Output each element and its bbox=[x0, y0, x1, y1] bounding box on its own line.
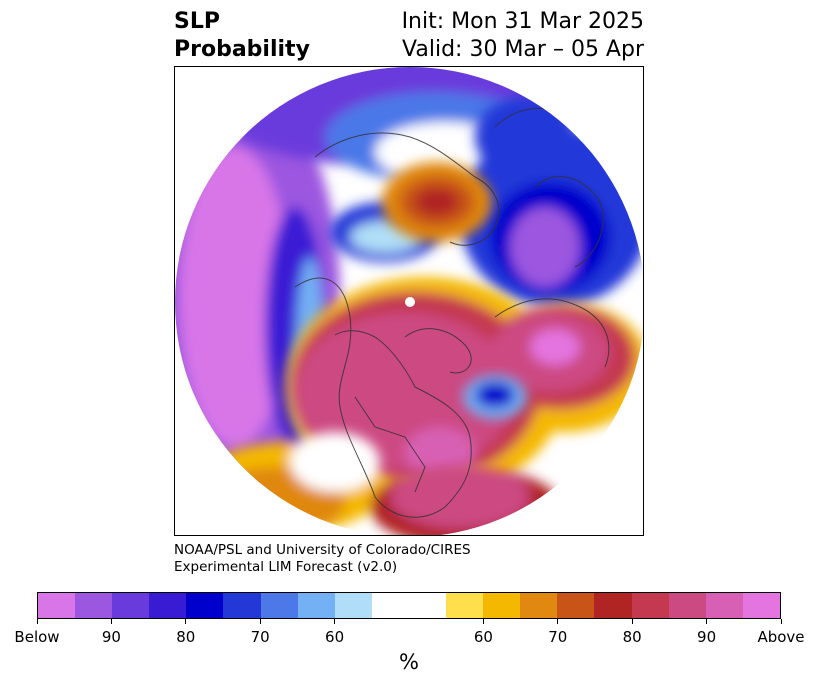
colorbar-tick-mark bbox=[259, 619, 261, 624]
colorbar-tick-mark bbox=[110, 619, 112, 624]
atlantic-below-pocket bbox=[463, 375, 527, 419]
colorbar bbox=[37, 592, 781, 619]
colorbar-swatch bbox=[186, 593, 224, 618]
colorbar-swatch bbox=[742, 593, 780, 618]
arctic-above-center bbox=[382, 162, 492, 242]
credit-line-2: Experimental LIM Forecast (v2.0) bbox=[174, 559, 398, 575]
colorbar-swatch bbox=[594, 593, 632, 618]
colorbar-tick-label: Below bbox=[14, 628, 60, 646]
valid-range: Valid: 30 Mar – 05 Apr bbox=[402, 37, 644, 62]
colorbar-tick-mark bbox=[631, 619, 633, 624]
colorbar-tick-label: 90 bbox=[101, 628, 121, 646]
colorbar-tick-label: 90 bbox=[697, 628, 717, 646]
colorbar-swatch bbox=[705, 593, 743, 618]
colorbar-tick-label: 80 bbox=[622, 628, 642, 646]
colorbar-swatch bbox=[631, 593, 669, 618]
title-line-1: SLP bbox=[174, 9, 220, 34]
colorbar-swatch bbox=[557, 593, 595, 618]
colorbar-tick-mark bbox=[706, 619, 708, 624]
map-panel bbox=[174, 66, 644, 536]
colorbar-swatch bbox=[483, 593, 521, 618]
chart-title: SLP Probability bbox=[174, 8, 310, 64]
colorbar-swatch bbox=[297, 593, 335, 618]
date-info: Init: Mon 31 Mar 2025 Valid: 30 Mar – 05… bbox=[402, 8, 644, 64]
colorbar-swatch bbox=[371, 593, 409, 618]
colorbar-unit: % bbox=[399, 650, 419, 674]
title-line-2: Probability bbox=[174, 37, 310, 62]
colorbar-tick-label: 60 bbox=[325, 628, 345, 646]
colorbar-tick-label: 80 bbox=[176, 628, 196, 646]
colorbar-tick-mark bbox=[557, 619, 559, 624]
colorbar-swatch bbox=[408, 593, 447, 618]
colorbar-swatch bbox=[334, 593, 372, 618]
colorbar-tick-mark bbox=[334, 619, 336, 624]
probability-map bbox=[175, 67, 643, 535]
colorbar-swatch bbox=[149, 593, 187, 618]
colorbar-swatch bbox=[520, 593, 558, 618]
colorbar-swatch bbox=[260, 593, 298, 618]
colorbar-tick-mark bbox=[780, 619, 782, 624]
colorbar-tick-label: 70 bbox=[548, 628, 568, 646]
colorbar-swatch bbox=[668, 593, 706, 618]
colorbar-swatch bbox=[75, 593, 113, 618]
colorbar-tick-mark bbox=[36, 619, 38, 624]
colorbar-tick-mark bbox=[482, 619, 484, 624]
credit-line-1: NOAA/PSL and University of Colorado/CIRE… bbox=[174, 542, 471, 558]
credit-text: NOAA/PSL and University of Colorado/CIRE… bbox=[174, 542, 471, 576]
colorbar-swatch bbox=[38, 593, 76, 618]
colorbar-tick-label: 70 bbox=[250, 628, 270, 646]
colorbar-tick-label: Above bbox=[757, 628, 805, 646]
colorbar-swatch bbox=[446, 593, 484, 618]
colorbar-tick-label: 60 bbox=[473, 628, 493, 646]
north-pole-marker bbox=[405, 297, 415, 307]
colorbar-tick-mark bbox=[185, 619, 187, 624]
colorbar-swatch bbox=[223, 593, 261, 618]
init-date: Init: Mon 31 Mar 2025 bbox=[401, 9, 644, 34]
colorbar-swatch bbox=[112, 593, 150, 618]
